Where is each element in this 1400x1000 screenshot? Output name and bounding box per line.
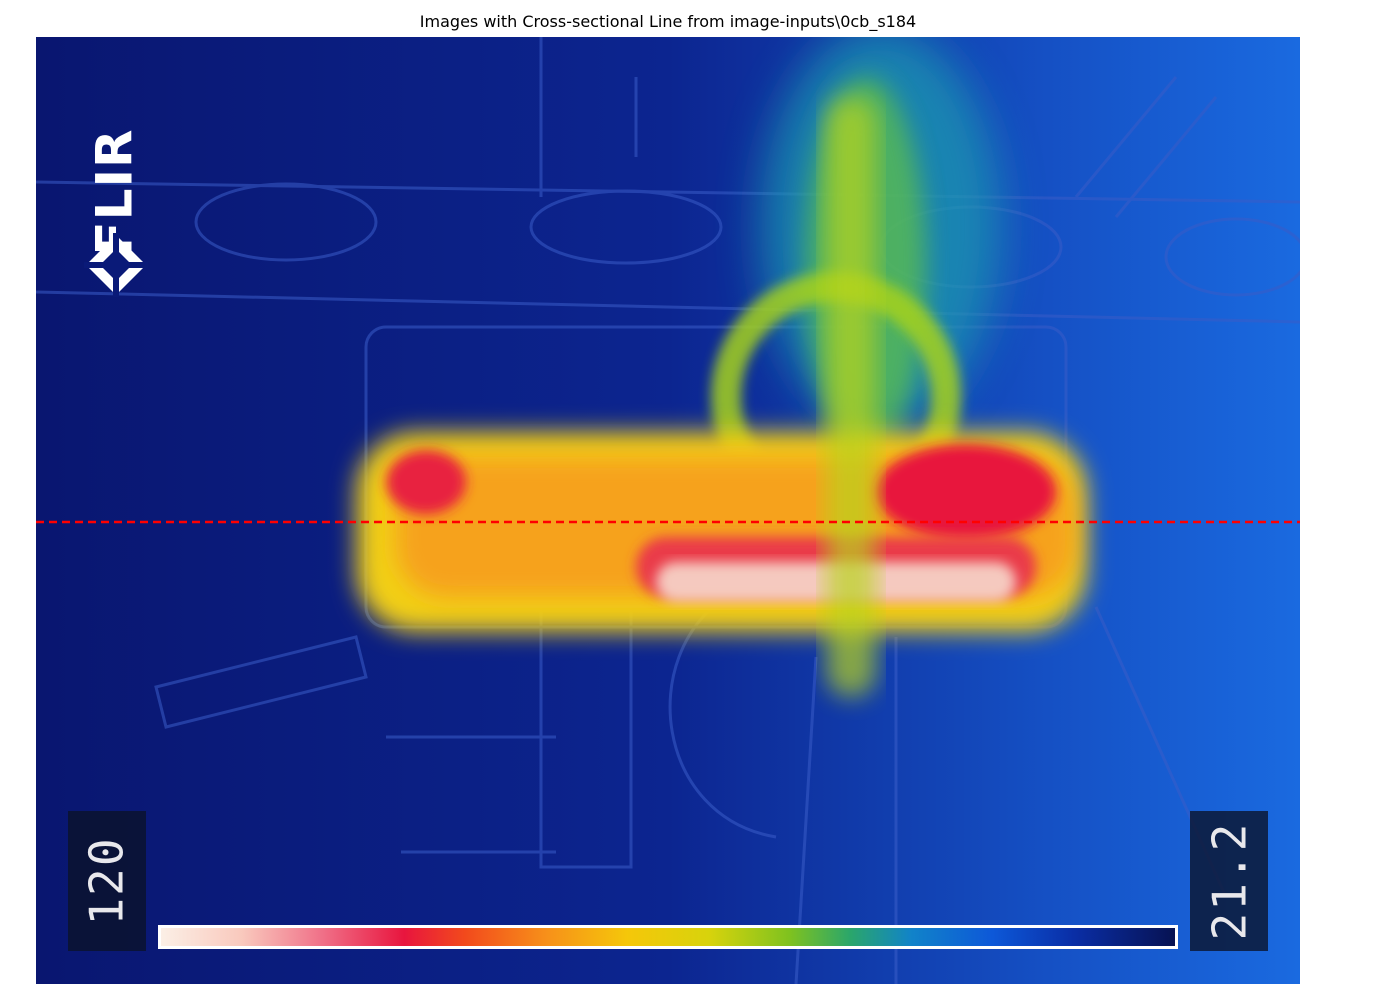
hotspot-left — [386, 450, 466, 514]
thermal-scene — [36, 37, 1300, 984]
flir-diamond-icon — [84, 233, 148, 297]
thermal-image: FLIR 120 21.2 — [36, 37, 1300, 984]
figure-title: Images with Cross-sectional Line from im… — [419, 12, 917, 31]
palette-color-bar — [158, 925, 1178, 949]
min-temperature-value: 21.2 — [1202, 821, 1256, 941]
hotspot-right — [876, 444, 1056, 540]
min-temperature-readout: 21.2 — [1190, 811, 1268, 951]
vertical-cable — [826, 97, 876, 697]
max-temperature-readout: 120 — [68, 811, 146, 951]
max-temperature-value: 120 — [80, 836, 134, 926]
brand-wordmark: FLIR — [60, 128, 170, 255]
